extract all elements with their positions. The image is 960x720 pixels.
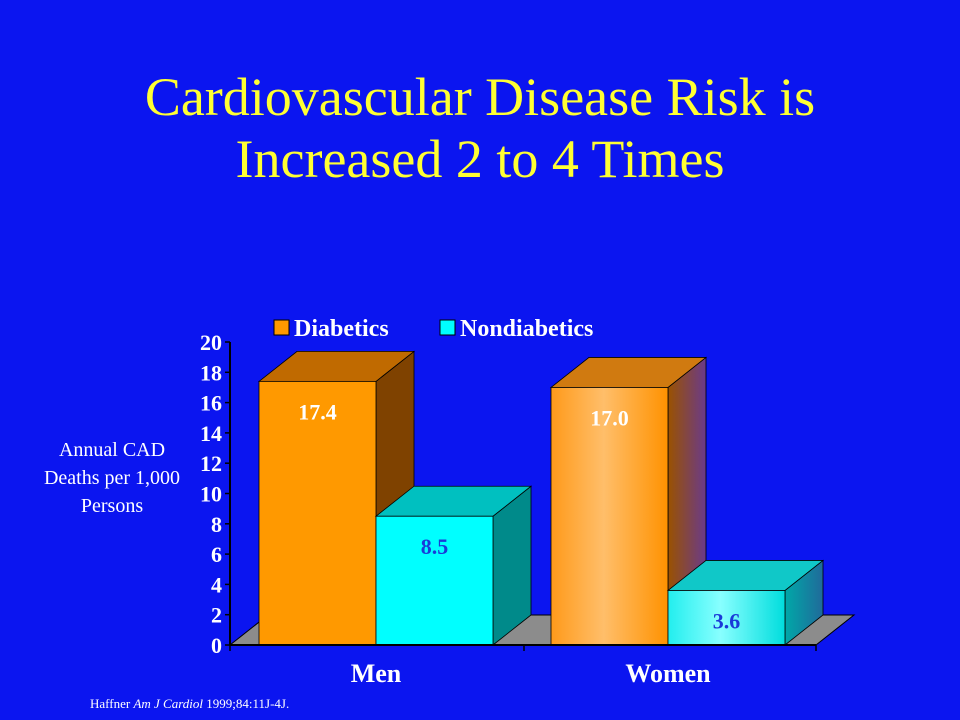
- y-tick-label: 16: [200, 391, 222, 416]
- citation-journal: Am J Cardiol: [133, 696, 204, 711]
- y-tick-label: 18: [200, 360, 222, 385]
- legend-label-nondiabetics: Nondiabetics: [460, 316, 593, 342]
- data-label-men-nondiabetics: 8.5: [421, 534, 449, 559]
- x-category-label-men: Men: [351, 659, 402, 688]
- bar-women-nondiabetics: [667, 590, 786, 646]
- slide-title: Cardiovascular Disease Risk is Increased…: [0, 66, 960, 190]
- title-line-1: Cardiovascular Disease Risk is: [144, 67, 816, 127]
- legend-swatch-diabetics: [273, 319, 290, 336]
- y-axis-label-line-2: Deaths per 1,000: [44, 467, 180, 489]
- bar-men-nondiabetics: [375, 515, 494, 646]
- title-line-2: Increased 2 to 4 Times: [235, 129, 725, 189]
- y-tick-label: 8: [211, 512, 222, 537]
- y-tick-label: 2: [211, 603, 222, 628]
- y-tick-label: 4: [211, 572, 222, 597]
- y-tick-label: 12: [200, 451, 222, 476]
- y-tick-label: 6: [211, 542, 222, 567]
- y-tick-label: 10: [200, 482, 222, 507]
- legend-swatch-nondiabetics: [439, 319, 456, 336]
- citation-author: Haffner: [90, 696, 134, 711]
- y-axis-label-line-3: Persons: [81, 495, 143, 517]
- data-label-women-nondiabetics: 3.6: [713, 608, 741, 633]
- y-tick-label: 0: [211, 633, 222, 658]
- legend-label-diabetics: Diabetics: [294, 316, 389, 342]
- y-axis-label-line-1: Annual CAD: [59, 439, 165, 461]
- y-tick-label: 20: [200, 330, 222, 355]
- bar-women-diabetics: [550, 387, 669, 646]
- bar-men-diabetics: [258, 380, 377, 646]
- data-label-men-diabetics: 17.4: [298, 399, 337, 424]
- y-tick-label: 14: [200, 421, 222, 446]
- citation-footnote: Haffner Am J Cardiol 1999;84:11J-4J.: [90, 696, 289, 712]
- data-label-women-diabetics: 17.0: [590, 405, 629, 430]
- citation-details: 1999;84:11J-4J.: [203, 696, 290, 711]
- x-category-label-women: Women: [625, 659, 711, 688]
